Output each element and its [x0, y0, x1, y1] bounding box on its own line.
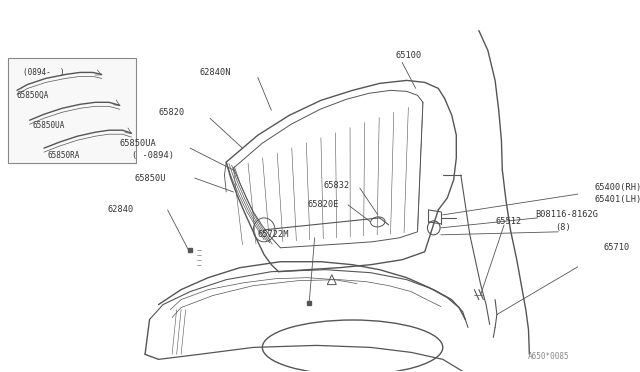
Text: 65100: 65100	[396, 51, 422, 60]
Text: 65710: 65710	[604, 243, 630, 252]
Text: ( -0894): ( -0894)	[131, 151, 173, 160]
Text: A650*0085: A650*0085	[527, 352, 569, 361]
Text: 62840: 62840	[107, 205, 133, 214]
Text: B08116-8162G: B08116-8162G	[535, 211, 598, 219]
Text: 65850UA: 65850UA	[120, 139, 157, 148]
Text: 65400(RH): 65400(RH)	[595, 183, 640, 192]
Text: 65832: 65832	[324, 180, 350, 189]
Text: 65850U: 65850U	[134, 173, 166, 183]
Text: 65850QA: 65850QA	[17, 92, 49, 100]
Text: (8): (8)	[556, 223, 572, 232]
Text: 65820: 65820	[159, 108, 185, 117]
Text: 65850RA: 65850RA	[47, 151, 80, 160]
Text: 65401(LH): 65401(LH)	[595, 195, 640, 205]
Text: 65512: 65512	[495, 217, 522, 227]
Text: 62840N: 62840N	[199, 68, 230, 77]
FancyBboxPatch shape	[8, 58, 136, 163]
Text: 65722M: 65722M	[258, 230, 289, 239]
Text: (0894-  ): (0894- )	[23, 68, 65, 77]
Text: 65850UA: 65850UA	[32, 121, 65, 130]
Text: 65820E: 65820E	[307, 201, 339, 209]
